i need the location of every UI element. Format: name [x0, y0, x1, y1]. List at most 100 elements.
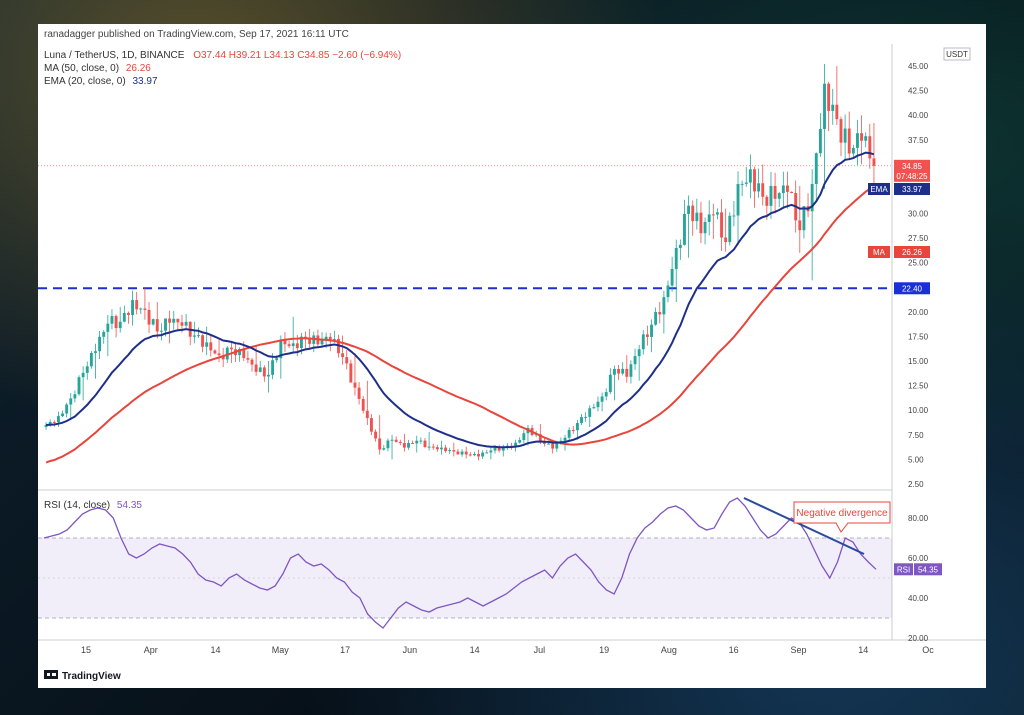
candle — [85, 361, 89, 380]
ema-legend-value: 33.97 — [132, 76, 157, 87]
candle — [851, 144, 855, 158]
candle — [250, 357, 254, 372]
candle — [423, 438, 427, 449]
candle — [283, 332, 287, 353]
candle-body — [847, 128, 851, 154]
candle — [847, 111, 851, 160]
time-tick-8: 19 — [599, 645, 609, 655]
candle — [94, 343, 97, 379]
candle — [695, 198, 699, 230]
candle-body — [629, 364, 633, 377]
candle-body — [823, 83, 826, 129]
candle-body — [580, 417, 583, 424]
candle-body — [715, 212, 719, 215]
candle — [172, 310, 176, 330]
candle-body — [155, 319, 159, 332]
candle — [744, 166, 748, 187]
candle — [341, 335, 345, 365]
candle-body — [835, 104, 839, 120]
candle — [518, 437, 522, 444]
candle-body — [468, 454, 472, 456]
rsi-tag-box — [894, 563, 913, 576]
ohlc-values: O37.44 H39.21 L34.13 C34.85 −2.60 (−6.94… — [193, 50, 401, 61]
price-tick-13: 12.50 — [908, 382, 929, 391]
candle-body — [691, 205, 695, 222]
price-tick-8: 25.00 — [908, 259, 929, 268]
candle — [790, 191, 794, 194]
candle — [73, 390, 77, 403]
candle-body — [431, 446, 435, 448]
candle-body — [275, 358, 279, 361]
candle-body — [501, 447, 505, 451]
candle-body — [382, 448, 386, 450]
candle — [835, 66, 839, 126]
candle — [431, 443, 435, 451]
candle-body — [324, 336, 328, 341]
ema-label-text: EMA — [870, 185, 888, 194]
candle — [44, 422, 48, 430]
candle-body — [621, 368, 625, 374]
unit-box — [943, 47, 971, 61]
candle — [571, 425, 575, 434]
time-tick-12: 14 — [858, 645, 868, 655]
candle — [864, 132, 868, 148]
price-tick-12: 15.00 — [908, 357, 929, 366]
ma-label-text: MA — [873, 248, 886, 257]
candle-body — [131, 300, 134, 315]
candle — [617, 364, 621, 381]
candle — [65, 402, 69, 418]
candle-body — [839, 119, 843, 143]
candle — [114, 314, 118, 338]
candle — [670, 256, 674, 292]
candle-body — [341, 353, 345, 358]
rsi-line — [43, 497, 877, 629]
candle-body — [645, 334, 649, 337]
candle-body — [332, 338, 336, 340]
candle — [757, 168, 761, 198]
candle-body — [522, 433, 526, 441]
candle-body — [262, 367, 266, 377]
rsi-tick-0: 80.00 — [908, 514, 929, 523]
candle-body — [213, 350, 217, 354]
last-price-tag — [894, 159, 930, 182]
ema-line — [46, 151, 875, 449]
candle — [658, 301, 662, 324]
candle-body — [250, 359, 254, 365]
candle — [209, 334, 213, 357]
candle — [394, 436, 398, 443]
candle — [279, 335, 283, 379]
candle-body — [761, 183, 765, 197]
candle-body — [851, 147, 855, 154]
candle-body — [736, 184, 740, 216]
last-price-tag-countdown: 07:48:25 — [896, 172, 928, 181]
candle — [411, 440, 415, 445]
candle — [703, 217, 707, 245]
candle-body — [460, 451, 464, 455]
candle — [485, 449, 489, 454]
candle-body — [353, 382, 357, 388]
candle — [645, 325, 649, 346]
support-tag-text: 22.40 — [902, 284, 923, 293]
time-tick-13: Oc — [922, 645, 934, 655]
candle — [650, 319, 653, 353]
time-tick-2: 14 — [211, 645, 221, 655]
candle-body — [114, 316, 118, 329]
candle — [596, 396, 600, 412]
candle-body — [118, 321, 122, 329]
candle — [345, 350, 349, 370]
candle — [106, 314, 110, 357]
candle-body — [864, 136, 868, 141]
candle — [786, 171, 789, 209]
candle-body — [279, 340, 283, 359]
time-tick-11: Sep — [790, 645, 806, 655]
price-tick-3: 37.50 — [908, 136, 929, 145]
candle-body — [551, 443, 555, 449]
candle-body — [394, 439, 398, 442]
candle-body — [769, 185, 773, 206]
candle-body — [295, 343, 299, 349]
candle — [699, 201, 703, 244]
candle-body — [126, 312, 130, 315]
candle — [687, 195, 691, 258]
candle-body — [481, 452, 485, 457]
candle — [155, 302, 159, 339]
